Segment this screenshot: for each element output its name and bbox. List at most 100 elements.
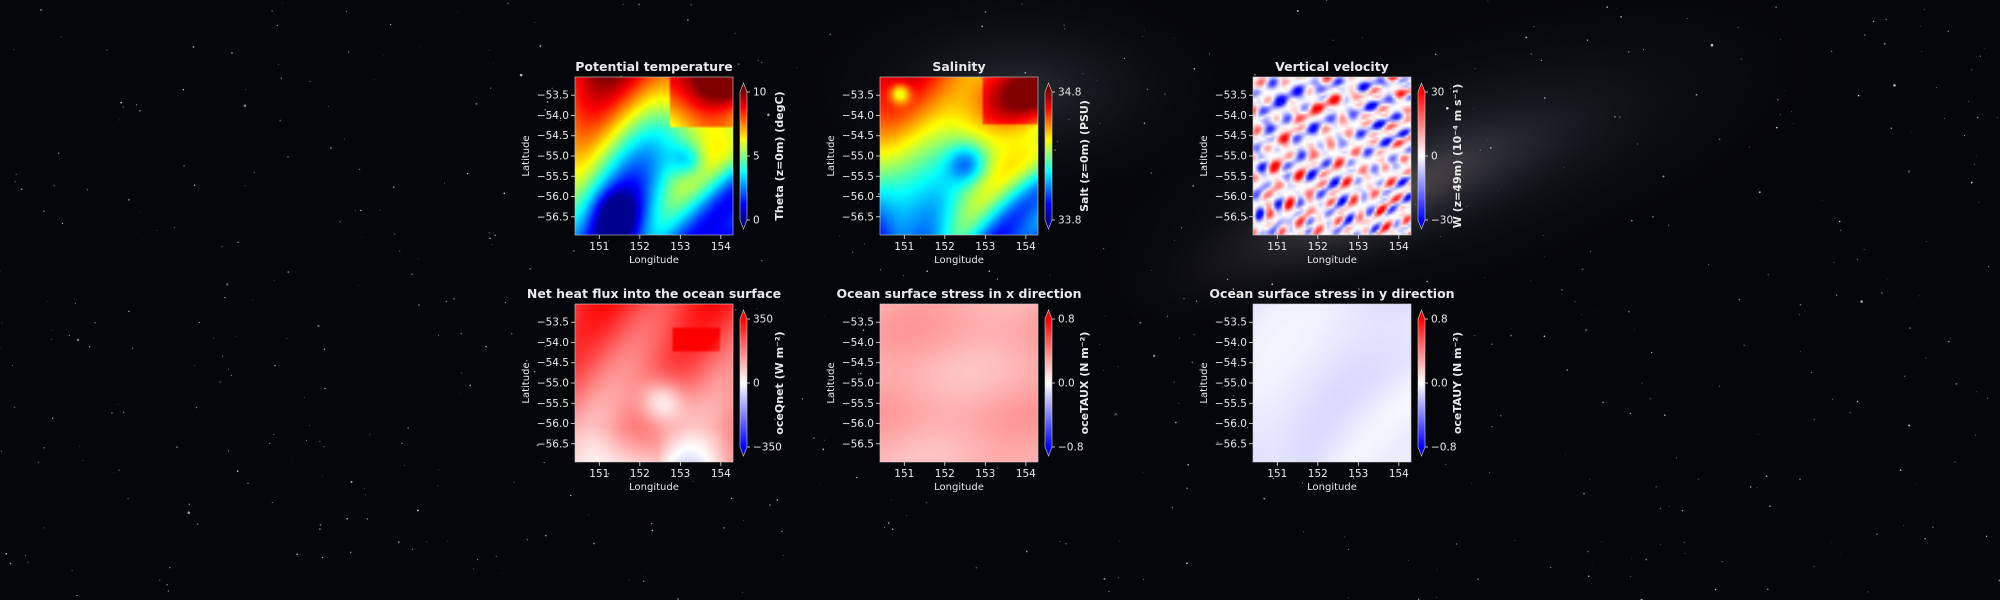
x-tick-label: 153 — [975, 468, 995, 480]
x-tick-label: 152 — [630, 241, 650, 253]
y-tick-label: −56.5 — [842, 211, 874, 223]
x-tick-label: 152 — [935, 241, 955, 253]
y-tick-label: −53.5 — [537, 317, 569, 329]
colorbar-extend-max — [1418, 83, 1425, 92]
x-tick-label: 153 — [670, 468, 690, 480]
x-tick-label: 152 — [1308, 241, 1328, 253]
colorbar-label: oceTAUX (N m⁻²) — [1078, 332, 1091, 435]
x-tick-label: 151 — [894, 241, 914, 253]
colorbar-tick-label: 0 — [753, 215, 760, 227]
y-axis-label: Latitude — [521, 362, 532, 403]
x-tick-label: 154 — [1389, 468, 1409, 480]
colorbar-tick-label: −0.8 — [1431, 442, 1457, 454]
y-tick-label: −54.0 — [842, 337, 874, 349]
colorbar-label: W (z=49m) (10⁻⁴ m s⁻¹) — [1451, 84, 1464, 229]
y-tick-label: −53.5 — [1215, 90, 1247, 102]
y-tick-label: −56.5 — [1215, 438, 1247, 450]
colorbar-extend-min — [1045, 220, 1052, 229]
x-tick-label: 154 — [711, 468, 731, 480]
y-tick-label: −54.0 — [537, 110, 569, 122]
y-tick-label: −55.5 — [842, 398, 874, 410]
colorbar-tick-label: 0.0 — [1058, 378, 1075, 390]
y-tick-label: −55.0 — [842, 151, 874, 163]
y-tick-label: −53.5 — [537, 90, 569, 102]
x-tick-label: 151 — [894, 468, 914, 480]
y-tick-label: −54.0 — [537, 337, 569, 349]
y-tick-label: −55.5 — [537, 398, 569, 410]
colorbar-extend-max — [1045, 83, 1052, 92]
x-tick-label: 153 — [670, 241, 690, 253]
colorbar-tick-label: −0.8 — [1058, 442, 1084, 454]
y-tick-label: −55.0 — [1215, 378, 1247, 390]
x-tick-label: 151 — [1267, 468, 1287, 480]
colorbar-tick-label: 5 — [753, 151, 760, 163]
y-tick-label: −56.5 — [537, 211, 569, 223]
y-tick-label: −55.0 — [842, 378, 874, 390]
x-tick-label: 153 — [1348, 241, 1368, 253]
colorbar-tick-label: 0 — [753, 378, 760, 390]
x-tick-label: 154 — [1016, 468, 1036, 480]
y-tick-label: −56.5 — [1215, 211, 1247, 223]
colorbar-extend-max — [1418, 310, 1425, 319]
y-tick-label: −56.0 — [842, 418, 874, 430]
y-tick-label: −55.0 — [1215, 151, 1247, 163]
y-tick-label: −54.0 — [842, 110, 874, 122]
x-axis-label: Longitude — [934, 255, 984, 266]
y-tick-label: −56.0 — [1215, 418, 1247, 430]
colorbar-extend-max — [740, 310, 747, 319]
colorbar-label: Theta (z=0m) (degC) — [773, 91, 786, 220]
y-tick-label: −54.5 — [1215, 130, 1247, 142]
x-tick-label: 151 — [589, 241, 609, 253]
panel-title: Net heat flux into the ocean surface — [527, 286, 781, 301]
colorbar-extend-max — [1045, 310, 1052, 319]
x-tick-label: 151 — [589, 468, 609, 480]
y-tick-label: −55.5 — [1215, 398, 1247, 410]
x-axis-label: Longitude — [934, 482, 984, 493]
x-axis-label: Longitude — [1307, 482, 1357, 493]
y-tick-label: −54.5 — [842, 130, 874, 142]
x-tick-label: 152 — [935, 468, 955, 480]
y-tick-label: −56.0 — [537, 191, 569, 203]
panel-title: Ocean surface stress in x direction — [836, 286, 1081, 301]
y-tick-label: −53.5 — [842, 317, 874, 329]
panel-title: Ocean surface stress in y direction — [1209, 286, 1454, 301]
x-axis-label: Longitude — [629, 255, 679, 266]
x-tick-label: 152 — [630, 468, 650, 480]
x-tick-label: 151 — [1267, 241, 1287, 253]
y-axis-label: Latitude — [1199, 362, 1210, 403]
heatmap-image — [1253, 77, 1411, 235]
x-axis-label: Longitude — [629, 482, 679, 493]
y-axis-label: Latitude — [826, 362, 837, 403]
colorbar-tick-label: 0.0 — [1431, 378, 1448, 390]
panel-title: Vertical velocity — [1275, 59, 1389, 74]
colorbar-tick-label: 34.8 — [1058, 87, 1081, 99]
y-tick-label: −56.0 — [842, 191, 874, 203]
heatmap-image — [575, 77, 733, 235]
x-tick-label: 153 — [975, 241, 995, 253]
colorbar-tick-label: 0.8 — [1431, 314, 1448, 326]
colorbar-tick-label: −350 — [753, 442, 782, 454]
y-tick-label: −54.5 — [842, 357, 874, 369]
chart-panel: Vertical velocity 151 152 153 154 −53.5 −54.0 −… — [1199, 59, 1464, 266]
colorbar-extend-min — [1045, 447, 1052, 456]
colorbar — [1418, 319, 1425, 447]
y-tick-label: −54.0 — [1215, 337, 1247, 349]
y-tick-label: −54.0 — [1215, 110, 1247, 122]
chart-panel: Net heat flux into the ocean surface 151 1… — [521, 286, 786, 493]
x-tick-label: 152 — [1308, 468, 1328, 480]
colorbar — [1418, 92, 1425, 220]
colorbar-tick-label: −30 — [1431, 215, 1453, 227]
chart-panel: Potential temperature 151 152 153 154 −53.5 −5… — [521, 59, 786, 266]
y-tick-label: −54.5 — [537, 357, 569, 369]
colorbar-extend-max — [740, 83, 747, 92]
y-tick-label: −56.0 — [1215, 191, 1247, 203]
y-tick-label: −53.5 — [1215, 317, 1247, 329]
chart-panel: Salinity 151 152 153 154 −53.5 −54.0 −54.5 −55.0… — [826, 59, 1091, 266]
colorbar-extend-min — [740, 220, 747, 229]
heatmap-image — [880, 304, 1038, 462]
colorbar-tick-label: 10 — [753, 87, 766, 99]
y-tick-label: −55.0 — [537, 151, 569, 163]
x-tick-label: 154 — [1016, 241, 1036, 253]
colorbar — [740, 319, 747, 447]
